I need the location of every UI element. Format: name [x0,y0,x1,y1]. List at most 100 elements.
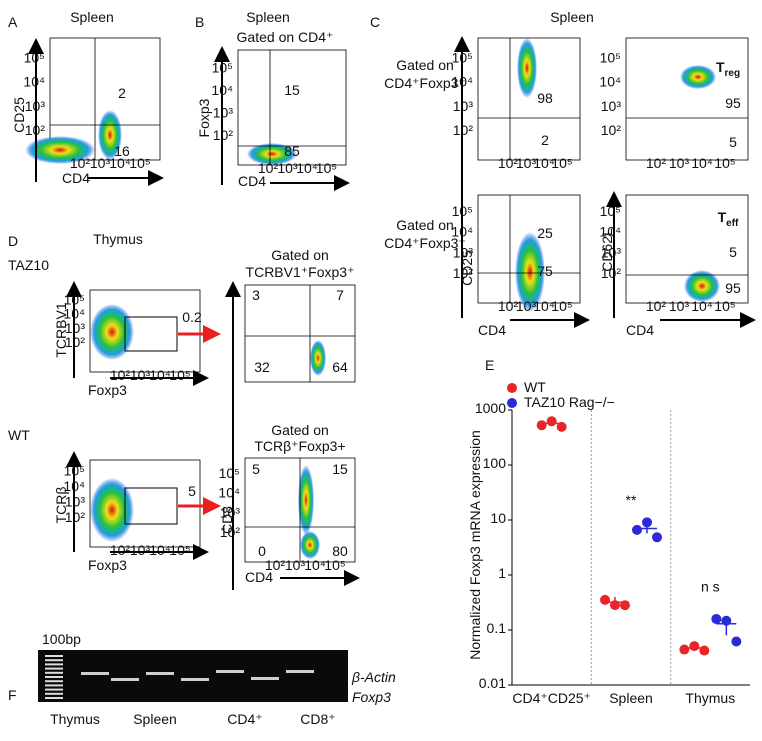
x-tick-label: 10⁴ [533,298,555,314]
x-tick-label: 10² [265,557,286,573]
gate [124,316,178,352]
gel-band [251,677,279,680]
label: Teff [718,209,739,229]
x-tick-label: 10⁵ [316,160,337,176]
gate-label: CD4⁺Foxp3⁻ [384,235,466,251]
label: 7 [336,287,344,303]
panel-label: A [8,14,18,30]
x-tick-label: Spleen [609,690,653,706]
y-tick-label: 10² [453,265,474,281]
panel-title: Spleen [550,9,594,25]
label: TCRβ [53,487,69,524]
annotation: n s [701,579,720,595]
label: 5 [729,134,737,150]
label: CD4⁺ [227,711,262,727]
label: CD4 [238,173,266,189]
gate-label: CD4⁺Foxp3⁺ [384,75,466,91]
gel-band [146,672,174,675]
label: CD25 [459,250,475,286]
label: 95 [725,95,741,111]
plot-frame [625,37,749,161]
label: CD4 [626,322,654,338]
label: 0 [258,543,266,559]
label: 98 [537,90,553,106]
x-tick-label: 10⁴ [304,557,326,573]
ladder-band [45,659,63,662]
data-point [600,594,610,605]
y-tick-label: 10⁴ [599,224,621,240]
label: CD4 [478,322,506,338]
gel-band [81,672,109,675]
label: 85 [284,143,300,159]
x-tick-label: 10⁵ [169,542,190,558]
y-tick-label: 10³ [453,98,474,114]
legend-marker [507,398,517,408]
y-tick-label: 10⁵ [600,49,621,65]
x-tick-label: 10⁵ [714,298,735,314]
ladder-band [45,663,63,666]
x-tick-label: 10² [110,542,131,558]
label: 5 [188,483,196,499]
gate-label: TCRβ⁺Foxp3+ [254,438,345,454]
x-tick-label: 10⁴ [109,155,131,171]
data-point [536,420,547,431]
y-tick-label: 10³ [65,494,86,510]
data-point [610,600,620,611]
gate [124,487,178,525]
label: 2 [118,85,126,101]
data-point [679,644,690,655]
y-tick-label: 10² [213,127,234,143]
plot-frame [237,49,347,166]
x-tick-label: 10⁵ [714,155,735,171]
x-tick-label: 10³ [277,160,298,176]
density-cloud [298,465,314,535]
label: 5 [729,244,737,260]
label: WT [8,427,30,443]
x-tick-label: CD4⁺CD25⁺ [512,690,591,706]
data-point [731,636,742,647]
data-point [689,641,700,652]
label: CD8 [219,506,235,534]
legend-label: WT [524,379,546,395]
panel-title: Spleen [70,9,114,25]
label: Spleen [133,711,177,727]
ladder-band [45,671,63,674]
panel-label: E [485,357,494,373]
density-cloud [680,65,716,89]
y-tick-label: 10³ [601,98,622,114]
y-tick-label: 10⁵ [600,203,621,219]
data-point [620,600,630,611]
y-tick-label: 10² [453,122,474,138]
x-tick-label: 10⁵ [169,367,190,383]
x-tick-label: 10² [498,298,519,314]
y-tick-label: 10³ [601,244,622,260]
y-tick-label: 10² [601,122,622,138]
annotation: ** [626,492,637,508]
density-cloud [90,304,134,360]
label: β-Actin [351,669,396,685]
x-tick-label: 10⁴ [691,155,713,171]
panel-label: C [370,14,380,30]
panel-label: D [8,233,18,249]
x-tick-label: 10² [70,155,91,171]
x-tick-label: 10³ [669,155,690,171]
data-point [699,645,710,656]
label: CD4 [245,569,273,585]
label: 80 [332,543,348,559]
label: 95 [725,280,741,296]
y-tick-label: 10² [65,334,86,350]
legend-label: TAZ10 Rag−/− [524,394,615,410]
y-tick-label: 10⁴ [599,74,621,90]
x-tick-label: 10⁵ [551,155,572,171]
x-tick-label: 10² [646,155,667,171]
ladder-band [45,692,63,695]
gel-band [286,670,314,673]
subscript: eff [726,218,739,229]
label: Foxp3 [196,98,212,137]
label: Foxp3 [88,557,127,573]
label: 32 [254,359,270,375]
data-point [546,416,557,427]
subscript: reg [725,68,741,79]
